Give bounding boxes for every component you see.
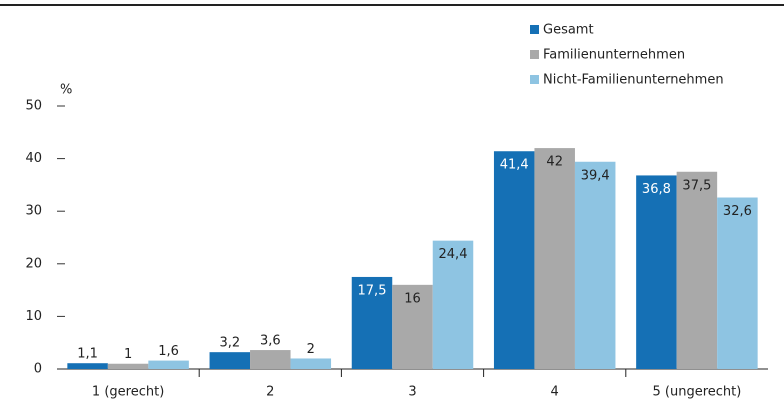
bar — [534, 148, 575, 369]
y-tick-label: 40 — [25, 151, 42, 166]
value-label: 39,4 — [581, 168, 610, 183]
legend-swatch — [530, 75, 539, 84]
value-label: 41,4 — [500, 158, 529, 173]
bar — [392, 284, 433, 369]
legend-swatch — [530, 50, 539, 59]
bar — [717, 197, 758, 369]
value-label: 1,6 — [158, 344, 179, 359]
bar — [493, 151, 535, 369]
y-unit: % — [60, 83, 72, 98]
bar — [574, 161, 616, 369]
bar — [636, 175, 677, 369]
value-label: 3,2 — [219, 336, 240, 351]
y-tick-label: 10 — [25, 309, 42, 324]
bar — [676, 171, 718, 369]
value-label: 42 — [546, 155, 563, 170]
bar — [351, 276, 393, 369]
value-label: 24,4 — [439, 247, 468, 262]
value-label: 32,6 — [723, 204, 752, 219]
y-tick-label: 50 — [25, 99, 42, 114]
legend-label: Gesamt — [543, 23, 594, 38]
value-label: 1 — [124, 347, 132, 362]
legend-swatch — [530, 25, 539, 34]
value-label: 17,5 — [358, 283, 387, 298]
bar — [250, 350, 291, 369]
value-label: 37,5 — [682, 178, 711, 193]
x-tick-label: 4 — [551, 385, 559, 400]
value-label: 3,6 — [260, 334, 281, 349]
legend-label: Familienunternehmen — [543, 48, 685, 63]
legend-label: Nicht-Familienunternehmen — [543, 73, 724, 88]
bar — [67, 363, 108, 369]
y-tick-label: 20 — [25, 256, 42, 271]
y-tick-label: 0 — [34, 362, 42, 377]
value-label: 16 — [404, 291, 421, 306]
value-label: 36,8 — [642, 182, 671, 197]
x-tick-label: 2 — [266, 385, 274, 400]
value-label: 1,1 — [77, 347, 98, 362]
bar — [148, 360, 189, 369]
x-tick-label: 3 — [408, 385, 416, 400]
y-tick-label: 30 — [25, 204, 42, 219]
bar — [290, 358, 332, 369]
x-tick-label: 5 (ungerecht) — [652, 385, 741, 400]
value-label: 2 — [307, 342, 315, 357]
bar — [209, 352, 251, 369]
x-tick-label: 1 (gerecht) — [92, 385, 164, 400]
bar — [432, 240, 474, 369]
bar — [107, 363, 149, 369]
